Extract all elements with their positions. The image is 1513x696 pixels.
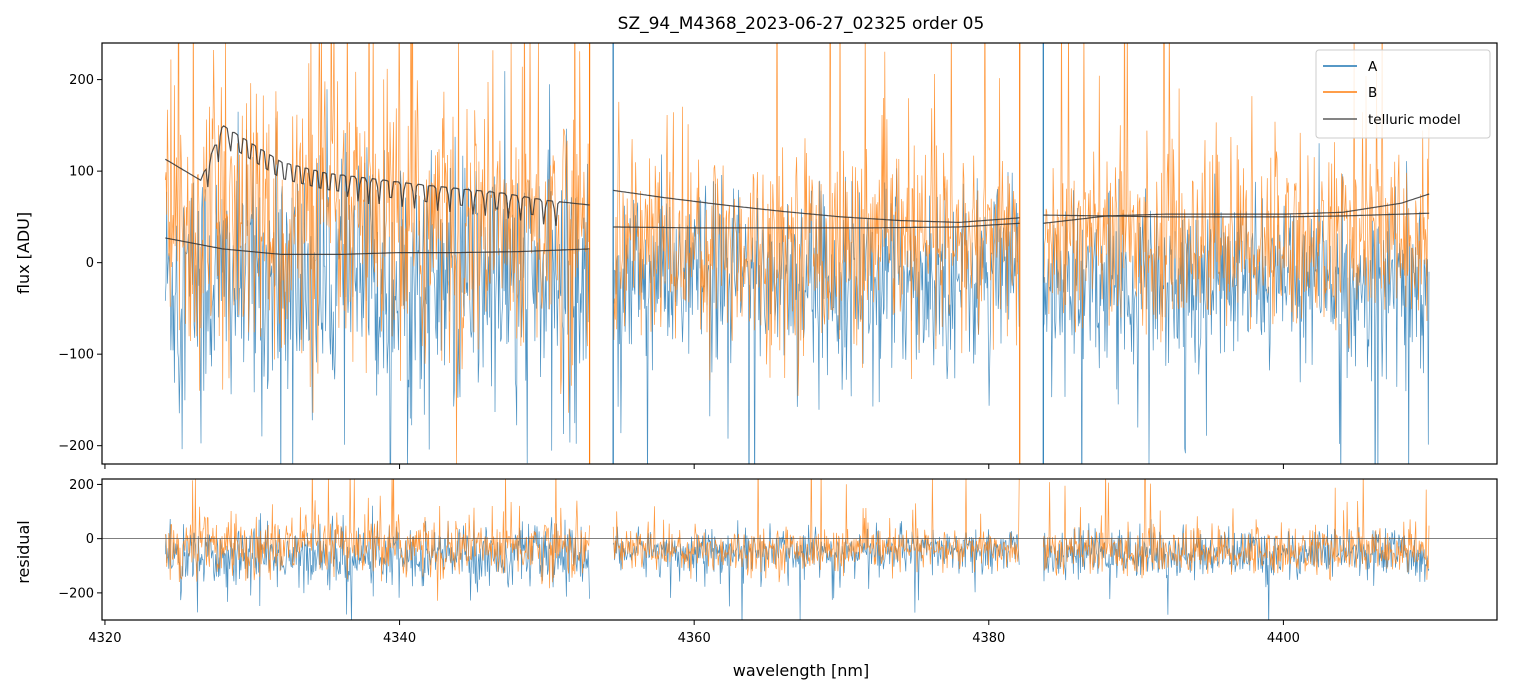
- flux-ytick-label: 0: [86, 256, 94, 271]
- residual-y-ticks: −200 0 200: [58, 478, 102, 601]
- residual-xtick-label: 4400: [1267, 631, 1300, 646]
- residual-b-segment-3: [1042, 479, 1430, 582]
- residual-xtick-label: 4320: [88, 631, 121, 646]
- flux-y-ticks: −200 −100 0 100 200: [58, 73, 102, 454]
- telluric-curve-2: [165, 237, 590, 255]
- series-b-segment-1: [164, 43, 590, 464]
- residual-b-segment-1: [164, 479, 590, 601]
- telluric-curve-6: [1043, 193, 1430, 224]
- flux-ytick-label: −100: [58, 348, 94, 363]
- legend-label-b: B: [1368, 85, 1377, 101]
- residual-xtick-label: 4360: [678, 631, 711, 646]
- x-axis-label: wavelength [nm]: [733, 661, 870, 680]
- legend-label-telluric: telluric model: [1368, 112, 1461, 128]
- residual-ytick-label: 200: [69, 478, 94, 493]
- residual-xtick-label: 4380: [972, 631, 1005, 646]
- figure-title: SZ_94_M4368_2023-06-27_02325 order 05: [618, 14, 985, 34]
- series-b-segment-2: [612, 43, 1020, 396]
- legend-label-a: A: [1368, 59, 1378, 75]
- residual-b-segment-2: [612, 479, 1020, 583]
- flux-panel: −200 −100 0 100 200 flux [ADU] A B telluric …: [14, 42, 1498, 469]
- series-a-segment-3: [1042, 143, 1430, 464]
- flux-plot-area: [164, 43, 1430, 464]
- legend: A B telluric model: [1315, 49, 1491, 139]
- telluric-curve-4: [613, 222, 1020, 229]
- residual-axes-frame: [101, 478, 1498, 621]
- residual-x-ticks: 4320 4340 4360 4380 4400: [88, 620, 1300, 646]
- flux-ytick-label: 100: [69, 165, 94, 180]
- flux-ylabel: flux [ADU]: [14, 212, 33, 294]
- legend-box: [1315, 49, 1491, 139]
- residual-plot-area: [102, 479, 1497, 620]
- flux-ytick-label: −200: [58, 439, 94, 454]
- residual-xtick-label: 4340: [383, 631, 416, 646]
- flux-ytick-label: 200: [69, 73, 94, 88]
- residual-panel: −200 0 200 4320 4340 4360 4380 4400 residual: [14, 478, 1498, 646]
- residual-ytick-label: 0: [86, 532, 94, 547]
- flux-x-ticks: [104, 464, 1284, 469]
- telluric-curve-3: [613, 189, 1020, 224]
- residual-ylabel: residual: [14, 520, 33, 583]
- flux-axes-frame: [101, 42, 1498, 465]
- residual-ytick-label: −200: [58, 586, 94, 601]
- series-b-segment-3: [1042, 43, 1430, 349]
- telluric-curve-1: [164, 125, 590, 226]
